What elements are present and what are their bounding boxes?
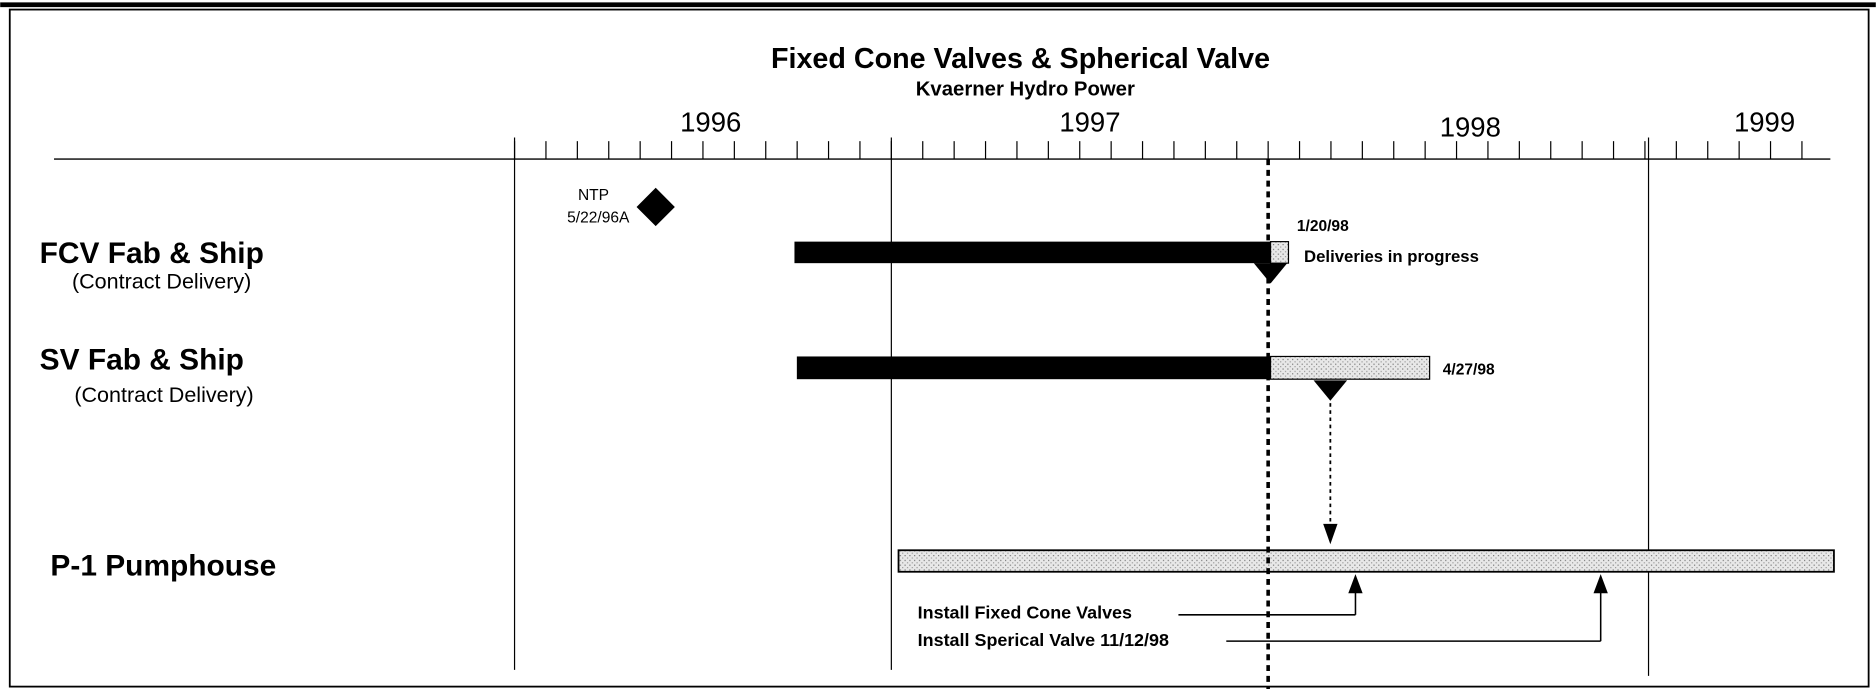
year-label: 1996 — [680, 107, 741, 138]
year-label: 1997 — [1059, 107, 1120, 138]
arrow-head — [1593, 574, 1608, 594]
row-sublabel: (Contract Delivery) — [74, 383, 253, 407]
row-label: P-1 Pumphouse — [50, 549, 276, 582]
year-label: 1998 — [1440, 111, 1501, 142]
title: Fixed Cone Valves & Spherical Valve — [771, 43, 1270, 75]
annotation: Install Fixed Cone Valves — [918, 602, 1132, 622]
delivery-marker — [1253, 263, 1288, 284]
milestone-label: NTP — [578, 187, 609, 204]
milestone-date: 5/22/96A — [567, 209, 630, 226]
arrow-head — [1323, 523, 1338, 545]
annotation: 1/20/98 — [1297, 218, 1349, 235]
arrow-head — [1348, 574, 1363, 594]
annotation: 4/27/98 — [1443, 361, 1495, 378]
task-bar-remaining — [897, 549, 1835, 573]
year-label: 1999 — [1734, 107, 1795, 138]
row-sublabel: (Contract Delivery) — [72, 269, 251, 293]
row-label: FCV Fab & Ship — [40, 237, 264, 270]
milestone-diamond — [636, 187, 675, 227]
month-ticks — [513, 141, 1803, 160]
task-bar — [794, 241, 1271, 264]
task-bar-remaining — [1269, 355, 1431, 380]
delivery-marker — [1313, 380, 1348, 401]
task-bar — [796, 356, 1271, 380]
frame — [8, 8, 1870, 688]
row-label: SV Fab & Ship — [40, 344, 244, 377]
subtitle: Kvaerner Hydro Power — [916, 79, 1135, 101]
annotation: Install Sperical Valve 11/12/98 — [918, 630, 1169, 650]
task-bar-remaining — [1269, 241, 1290, 264]
annotation: Deliveries in progress — [1304, 247, 1479, 266]
